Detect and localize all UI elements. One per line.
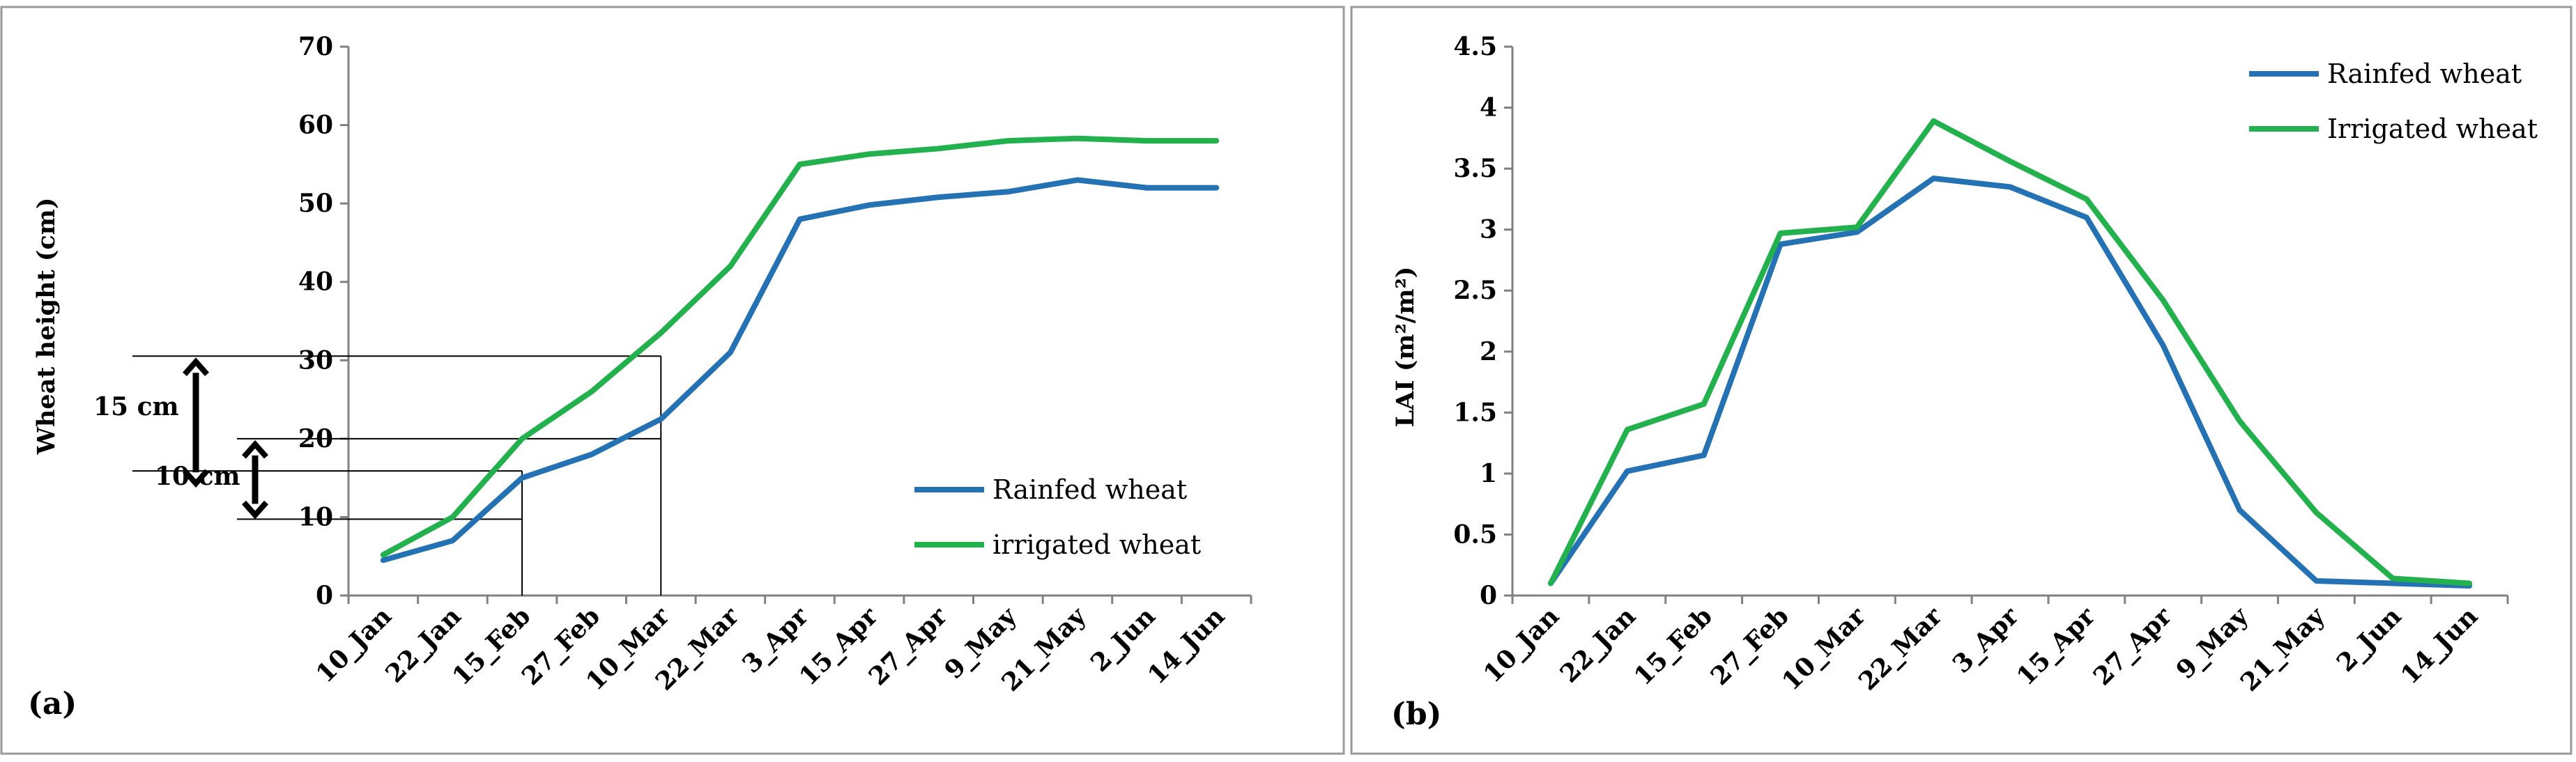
panel-b-x-tick-label: 15_Apr xyxy=(2011,601,2101,692)
panel-b-y-tick-label: 2 xyxy=(1480,337,1497,366)
panel-a-x-tick-label: 10_Jan xyxy=(310,602,397,689)
panel-a-y-tick-label: 70 xyxy=(298,32,333,61)
panel-b-series-line-rainfed xyxy=(1547,176,2473,589)
panel-a-x-tick-label: 27_Apr xyxy=(863,601,953,692)
panel-a-arrow-head-up xyxy=(183,357,209,376)
panel-b-y-tick-label: 3.5 xyxy=(1453,154,1497,183)
panel-a-arrow-head-down xyxy=(242,500,268,520)
panel-b-x-tick-label: 3_Apr xyxy=(1947,601,2025,679)
panel-a-ticks xyxy=(340,45,1252,604)
panel-a-y-tick-label: 50 xyxy=(298,189,333,218)
panel-b-letter: (b) xyxy=(1391,697,1441,732)
panel-b-y-tick-label: 0.5 xyxy=(1453,520,1497,549)
panel-b-ticks xyxy=(1504,45,2509,604)
panel-a-letter: (a) xyxy=(28,686,77,722)
panel-a-annotation-arrows: 15 cm 10 cm xyxy=(93,357,268,520)
panel-b-legend: Rainfed wheat Irrigated wheat xyxy=(2249,59,2538,144)
panel-a-legend: Rainfed wheat irrigated wheat xyxy=(914,474,1201,560)
panel-b-x-tick-label: 15_Feb xyxy=(1628,602,1718,692)
panel-a-y-tick-label: 10 xyxy=(298,502,333,531)
panel-b-y-tick-labels: 0 0.5 1 1.5 2 2.5 3 3.5 4 4.5 xyxy=(1453,32,1497,610)
panel-b-series-line-irrigated xyxy=(1547,118,2473,586)
panel-a-series xyxy=(380,135,1220,563)
panel-b-frame xyxy=(1350,6,2573,755)
panel-b-x-tick-label: 2_Jun xyxy=(2331,602,2407,678)
panel-a-y-tick-label: 30 xyxy=(298,345,333,375)
panel-a-legend-label: irrigated wheat xyxy=(992,529,1201,560)
panel-a-legend-label: Rainfed wheat xyxy=(992,474,1187,505)
panel-a-y-axis-label: Wheat height (cm) xyxy=(32,198,61,456)
panel-b-x-tick-label: 10_Jan xyxy=(1478,602,1565,689)
panel-b-x-tick-label: 22_Jan xyxy=(1554,602,1641,689)
panel-b-y-tick-label: 4.5 xyxy=(1453,32,1497,61)
panel-b-x-tick-label: 10_Mar xyxy=(1777,601,1872,697)
panel-b-y-tick-label: 1 xyxy=(1480,459,1497,488)
panel-a-y-tick-label: 40 xyxy=(298,267,333,297)
panel-b-y-tick-label: 2.5 xyxy=(1453,276,1497,305)
panel-b-series xyxy=(1547,118,2473,589)
panel-b-x-tick-label: 21_May xyxy=(2234,601,2331,697)
panel-b-x-tick-label: 27_Apr xyxy=(2087,601,2178,692)
panel-b-x-tick-label: 14_Jun xyxy=(2395,602,2484,690)
panel-a-series-line-rainfed xyxy=(380,177,1220,563)
panel-a-y-tick-label: 0 xyxy=(316,581,333,610)
panel-b-y-tick-label: 4 xyxy=(1480,93,1497,123)
panel-a-x-tick-labels: 10_Jan22_Jan15_Feb27_Feb10_Mar22_Mar3_Ap… xyxy=(310,601,1230,697)
panel-a-arrow-head-up xyxy=(242,440,268,459)
panel-b-y-tick-label: 3 xyxy=(1480,215,1497,244)
panel-a-x-tick-label: 14_Jun xyxy=(1142,602,1231,690)
panel-b-x-tick-labels: 10_Jan22_Jan15_Feb27_Feb10_Mar22_Mar3_Ap… xyxy=(1478,601,2483,697)
panel-a-annotation-15cm: 15 cm xyxy=(93,392,179,421)
panel-b-y-tick-label: 0 xyxy=(1480,581,1497,610)
panel-a-y-tick-label: 60 xyxy=(298,111,333,140)
panel-b: 00.511.522.533.544.5 10_Jan22_Jan15_Feb2… xyxy=(1350,6,2573,755)
panel-a-arrow-head-down xyxy=(183,469,209,488)
panel-b-legend-label: Rainfed wheat xyxy=(2327,59,2522,89)
panel-b-y-tick-label: 1.5 xyxy=(1453,398,1497,427)
panel-b-legend-label: Irrigated wheat xyxy=(2327,114,2538,144)
panel-b-y-axis-label: LAI (m²/m²) xyxy=(1391,267,1420,428)
panel-a-frame xyxy=(0,6,1345,755)
panel-a-annotation-10cm: 10 cm xyxy=(155,462,240,491)
panel-b-x-tick-label: 22_Mar xyxy=(1853,601,1949,697)
panel-a-series-line-irrigated xyxy=(380,135,1220,558)
